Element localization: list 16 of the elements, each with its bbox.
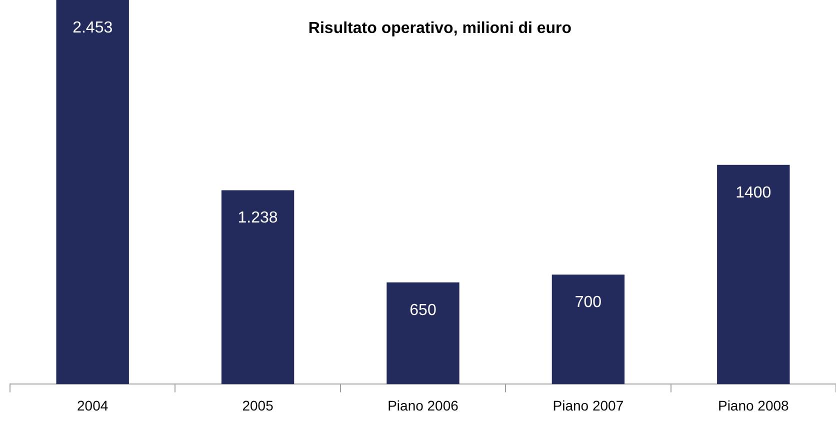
data-label: 1400 [736,184,772,202]
bar [56,0,129,384]
bar [552,274,625,384]
data-label: 2.453 [72,19,113,36]
x-tick-label: Piano 2006 [388,397,459,414]
x-tick-label: 2004 [77,397,108,414]
bar [717,164,790,384]
x-tick-label: Piano 2008 [718,397,790,414]
text: Risultato operativo, milioni di euro [307,20,573,38]
data-label: 650 [410,302,436,319]
data-label: 700 [574,294,602,311]
bar [386,282,460,384]
data-label: 1.238 [238,210,278,227]
bar [221,190,294,384]
x-tick-label: Piano 2007 [552,397,624,414]
x-tick-label: 2005 [242,397,274,414]
